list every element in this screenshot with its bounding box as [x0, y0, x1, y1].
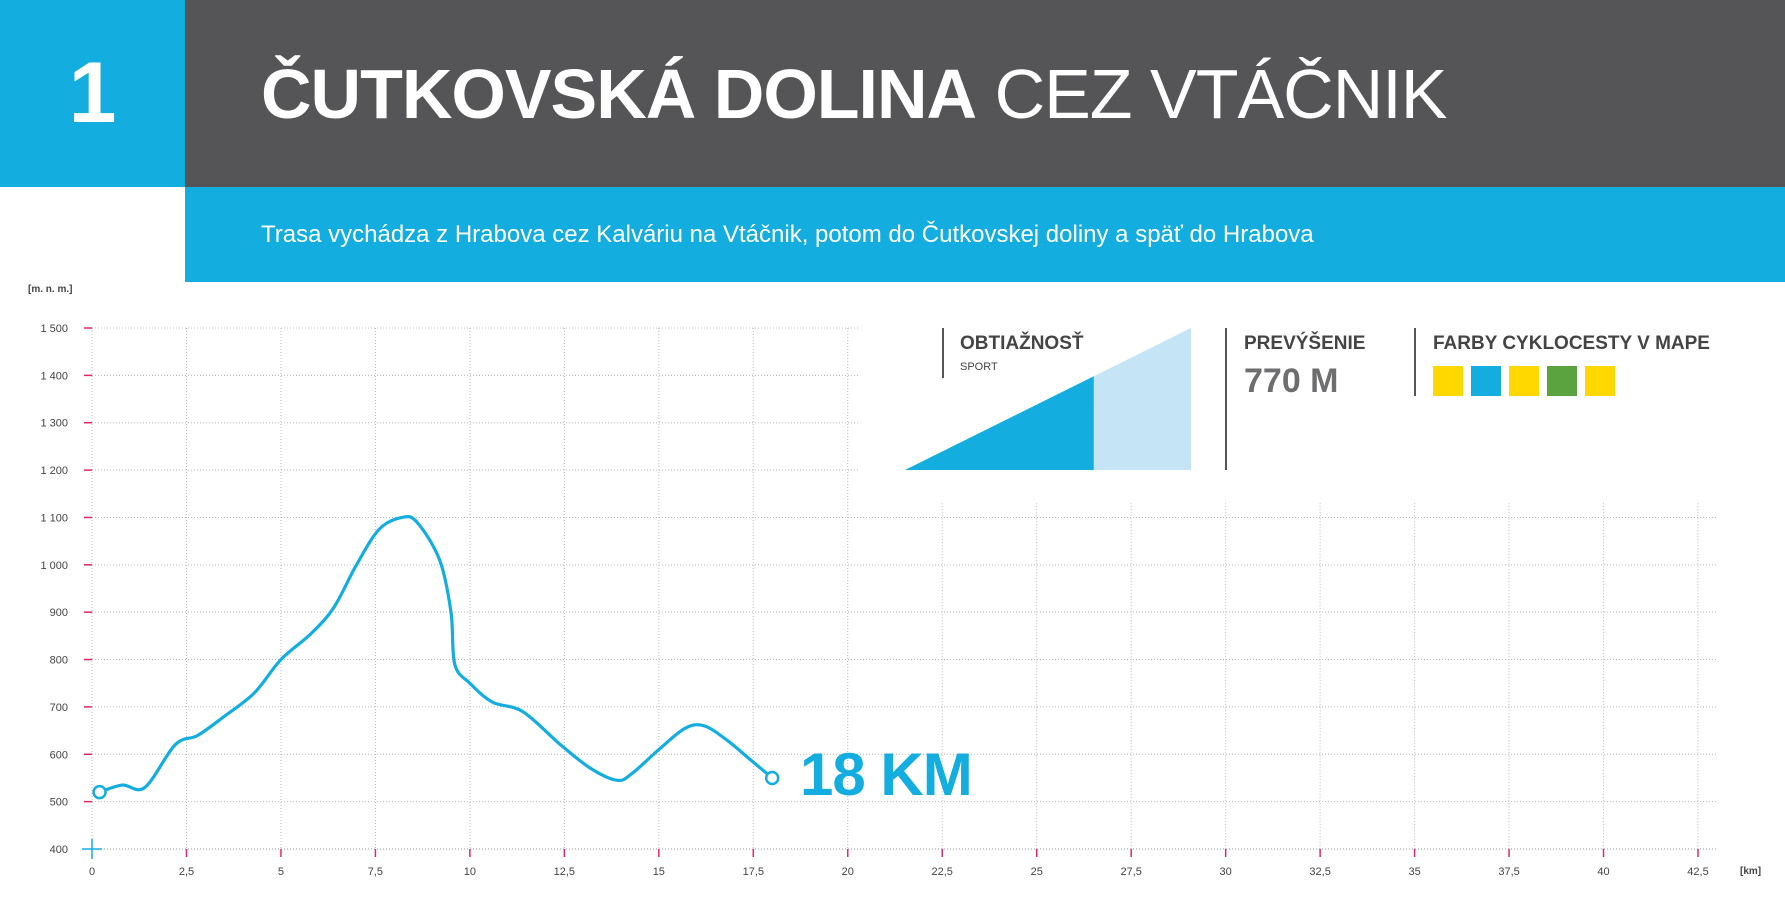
y-tick-label: 1 300 — [40, 418, 68, 430]
elevation-divider — [1225, 328, 1227, 470]
y-tick-label: 1 400 — [40, 370, 68, 382]
title-bar: ČUTKOVSKÁ DOLINA CEZ VTÁČNIK — [185, 0, 1785, 187]
x-tick-label: 12,5 — [554, 866, 575, 878]
x-tick-label: 20 — [842, 866, 854, 878]
x-tick-label: 42,5 — [1687, 866, 1708, 878]
y-tick-label: 900 — [50, 607, 68, 619]
x-tick-label: 27,5 — [1120, 866, 1141, 878]
y-tick-label: 1 100 — [40, 512, 68, 524]
map-color-swatch — [1547, 366, 1577, 396]
x-axis-label: [km] — [1740, 866, 1762, 877]
x-tick-label: 30 — [1220, 866, 1232, 878]
map-color-swatch — [1509, 366, 1539, 396]
elevation-value: 770 M — [1244, 362, 1339, 400]
difficulty-heading: OBTIAŽNOSŤ — [960, 333, 1084, 354]
y-tick-label: 700 — [50, 702, 68, 714]
y-tick-label: 500 — [50, 797, 68, 809]
route-title-bold: ČUTKOVSKÁ DOLINA — [261, 54, 977, 133]
x-tick-label: 22,5 — [932, 866, 953, 878]
map-color-swatch — [1585, 366, 1615, 396]
x-tick-label: 10 — [464, 866, 476, 878]
map-color-swatch — [1471, 366, 1501, 396]
elevation-heading: PREVÝŠENIE — [1244, 333, 1366, 354]
start-point-marker — [92, 784, 107, 800]
y-tick-label: 1 000 — [40, 560, 68, 572]
map-color-swatch — [1433, 366, 1463, 396]
difficulty-divider — [942, 328, 944, 378]
x-tick-label: 15 — [653, 866, 665, 878]
x-tick-label: 37,5 — [1498, 866, 1519, 878]
elevation-profile-line — [97, 514, 774, 794]
difficulty-wedge-fill — [905, 376, 1094, 470]
route-title-light: CEZ VTÁČNIK — [994, 54, 1448, 133]
x-tick-label: 2,5 — [179, 866, 194, 878]
y-tick-label: 800 — [50, 655, 68, 667]
colors-divider — [1414, 328, 1416, 396]
y-axis-label: [m. n. m.] — [28, 284, 73, 295]
x-tick-label: 5 — [278, 866, 284, 878]
map-colors-heading: FARBY CYKLOCESTY V MAPE — [1433, 333, 1710, 354]
y-tick-label: 1 200 — [40, 465, 68, 477]
x-tick-label: 0 — [89, 866, 95, 878]
y-tick-label: 400 — [50, 844, 68, 856]
route-number: 1 — [0, 0, 185, 187]
y-tick-label: 1 500 — [40, 323, 68, 335]
x-tick-label: 32,5 — [1309, 866, 1330, 878]
x-tick-label: 35 — [1408, 866, 1420, 878]
x-tick-label: 25 — [1031, 866, 1043, 878]
x-tick-label: 40 — [1597, 866, 1609, 878]
x-tick-label: 7,5 — [368, 866, 383, 878]
end-point-marker — [764, 770, 780, 786]
difficulty-level: SPORT — [960, 361, 998, 373]
y-tick-label: 600 — [50, 749, 68, 761]
difficulty-wedge — [905, 328, 1191, 470]
route-description: Trasa vychádza z Hrabova cez Kalváriu na… — [261, 220, 1314, 248]
distance-label: 18 KM — [800, 741, 973, 808]
description-bar: Trasa vychádza z Hrabova cez Kalváriu na… — [185, 187, 1785, 282]
x-tick-label: 17,5 — [743, 866, 764, 878]
route-title: ČUTKOVSKÁ DOLINA CEZ VTÁČNIK — [261, 54, 1448, 134]
